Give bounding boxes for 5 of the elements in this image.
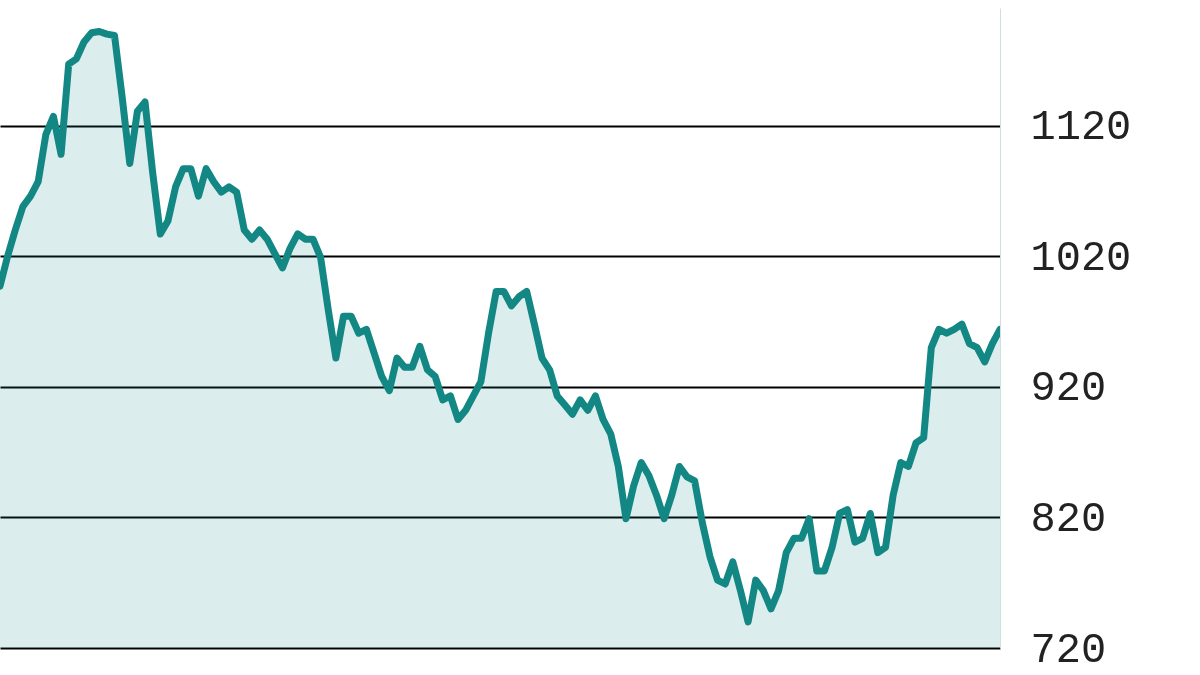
y-tick-label: 1020 [1030,234,1132,283]
y-tick-label: 820 [1030,495,1107,544]
y-tick-label: 1120 [1030,104,1132,153]
y-tick-label: 720 [1030,626,1107,675]
y-tick-label: 920 [1030,365,1107,414]
